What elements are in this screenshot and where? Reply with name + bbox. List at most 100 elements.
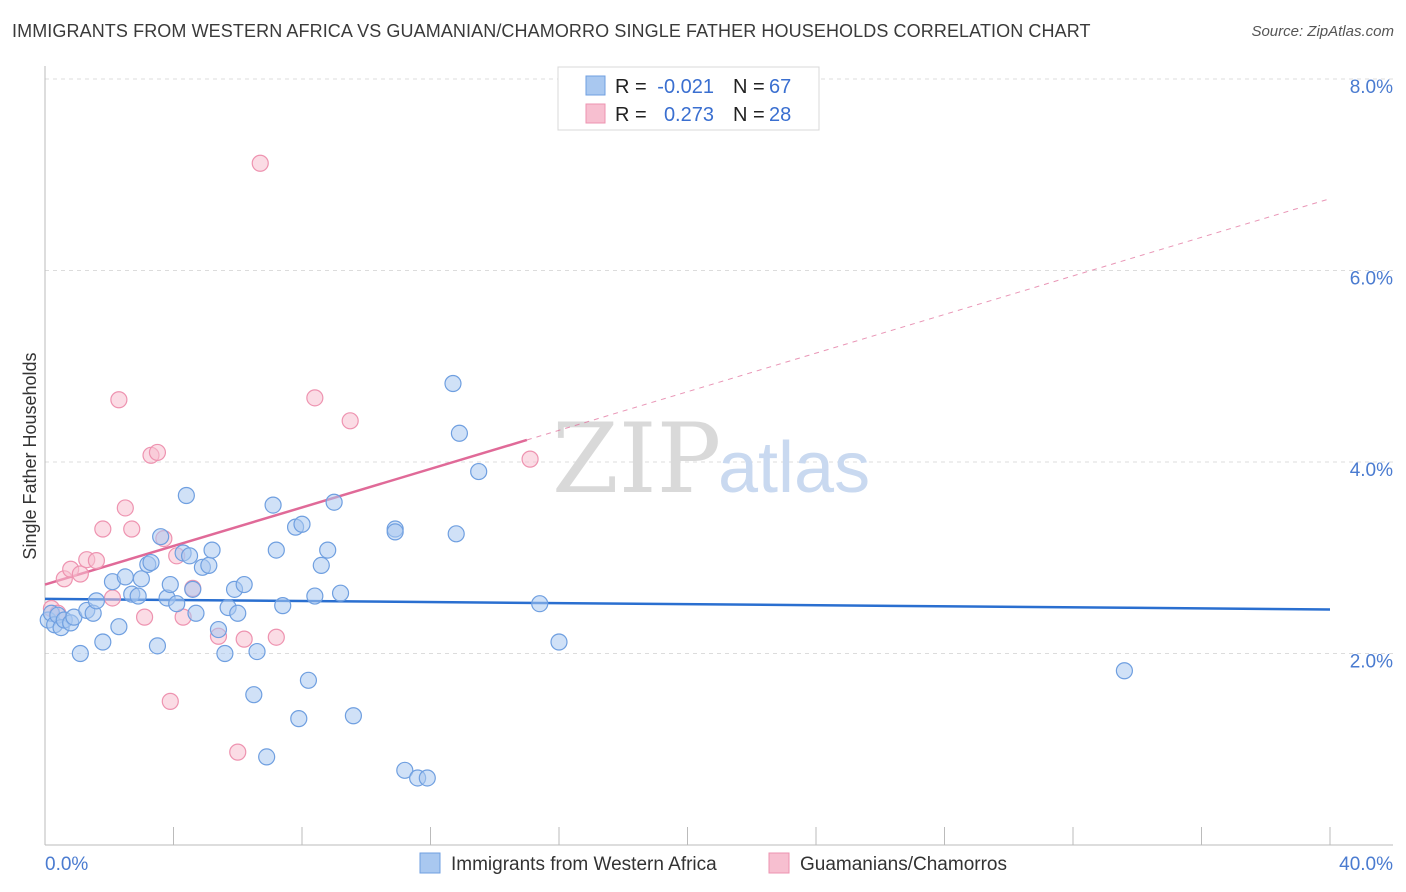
bottom-legend-label-2: Guamanians/Chamorros [800, 854, 1007, 875]
legend-swatch-pink [585, 103, 606, 124]
bottom-legend-label-1: Immigrants from Western Africa [451, 854, 717, 875]
point-guamanian [103, 589, 122, 607]
point-western-africa [177, 486, 195, 505]
legend-n-value-1: 67 [769, 76, 791, 98]
point-western-africa [229, 604, 247, 622]
legend-swatch-blue [585, 75, 606, 96]
point-western-africa [396, 761, 414, 779]
point-western-africa [184, 580, 202, 598]
correlation-legend: R = -0.021 N = 67 R = 0.273 N = 28 [557, 66, 820, 131]
point-guamanian [521, 450, 539, 468]
point-western-africa [299, 671, 318, 689]
legend-n-value-2: 28 [769, 104, 791, 126]
point-western-africa [71, 644, 89, 663]
point-guamanian [123, 520, 141, 538]
point-western-africa [386, 523, 404, 541]
y-tick-label: 8.0% [1350, 77, 1393, 98]
point-western-africa [344, 707, 362, 725]
point-guamanian [229, 743, 247, 761]
point-western-africa [161, 575, 179, 594]
point-western-africa [203, 541, 221, 559]
point-western-africa [87, 592, 106, 610]
point-western-africa [200, 556, 218, 575]
point-western-africa [531, 595, 549, 613]
point-western-africa [450, 424, 469, 442]
chart-title: IMMIGRANTS FROM WESTERN AFRICA VS GUAMAN… [12, 21, 1091, 41]
point-western-africa [418, 769, 436, 787]
bottom-legend-swatch-pink [768, 852, 790, 874]
point-guamanian [71, 565, 89, 583]
point-guamanian [116, 499, 134, 517]
point-western-africa [447, 525, 465, 543]
trend-lines [44, 198, 1331, 611]
point-guamanian [94, 520, 112, 538]
point-western-africa [129, 587, 147, 605]
point-western-africa [187, 604, 205, 622]
point-western-africa [264, 496, 282, 514]
point-guamanian [135, 608, 154, 626]
point-western-africa [550, 633, 568, 651]
legend-r-value-2: 0.273 [664, 104, 714, 126]
point-western-africa [290, 710, 308, 728]
point-western-africa [116, 568, 134, 586]
point-guamanian [161, 692, 179, 710]
point-guamanian [341, 412, 359, 430]
gridlines [45, 78, 1393, 654]
point-western-africa [142, 553, 160, 572]
legend-r-label-2: R = [615, 104, 647, 126]
point-western-africa [312, 556, 330, 575]
trend-line-guamanian [44, 438, 528, 586]
y-tick-label: 6.0% [1350, 269, 1393, 290]
point-guamanian [87, 552, 106, 570]
point-western-africa [325, 493, 343, 511]
legend-r-label-1: R = [615, 76, 647, 98]
point-guamanian [110, 391, 128, 409]
point-western-africa [132, 570, 150, 588]
point-western-africa [94, 633, 112, 651]
point-western-africa [319, 541, 337, 559]
point-guamanian [306, 389, 324, 407]
point-western-africa [1115, 662, 1134, 680]
legend-n-label-2: N = [733, 104, 765, 126]
point-western-africa [444, 374, 462, 393]
point-western-africa [168, 595, 186, 613]
legend-r-value-1: -0.021 [657, 76, 714, 98]
point-western-africa [306, 587, 324, 605]
point-western-africa [245, 686, 263, 704]
point-western-africa [248, 642, 266, 661]
trend-line-guamanian-extension [526, 198, 1331, 441]
data-points [39, 154, 1134, 787]
axes: 2.0% 4.0% 6.0% 8.0% 0.0% 40.0% [44, 66, 1393, 875]
point-western-africa [148, 637, 167, 655]
point-guamanian [148, 443, 167, 462]
point-western-africa [293, 515, 311, 533]
point-western-africa [267, 541, 285, 559]
series-legend: Immigrants from Western Africa Guamanian… [419, 852, 1007, 875]
point-western-africa [209, 620, 228, 639]
point-western-africa [180, 547, 199, 565]
point-western-africa [331, 584, 350, 602]
point-western-africa [110, 618, 128, 636]
point-guamanian [267, 628, 285, 646]
point-western-africa [216, 644, 234, 663]
point-western-africa [235, 575, 253, 594]
point-guamanian [251, 154, 269, 172]
x-tick-label-max: 40.0% [1339, 854, 1393, 875]
point-western-africa [470, 462, 488, 481]
legend-n-label-1: N = [733, 76, 765, 98]
point-guamanian [235, 630, 253, 648]
y-tick-label: 2.0% [1350, 652, 1393, 673]
watermark: ZIP atlas [552, 403, 870, 515]
point-western-africa [152, 528, 170, 546]
x-tick-label-min: 0.0% [45, 854, 88, 875]
bottom-legend-swatch-blue [419, 852, 441, 874]
source-label: Source: ZipAtlas.com [1251, 23, 1394, 40]
y-tick-label: 4.0% [1350, 460, 1393, 481]
watermark-zip: ZIP [552, 403, 721, 515]
watermark-atlas: atlas [718, 428, 870, 508]
y-axis-title: Single Father Households [20, 352, 40, 559]
point-western-africa [258, 748, 276, 766]
trend-line-western-africa [44, 597, 1331, 611]
point-western-africa [274, 597, 292, 615]
